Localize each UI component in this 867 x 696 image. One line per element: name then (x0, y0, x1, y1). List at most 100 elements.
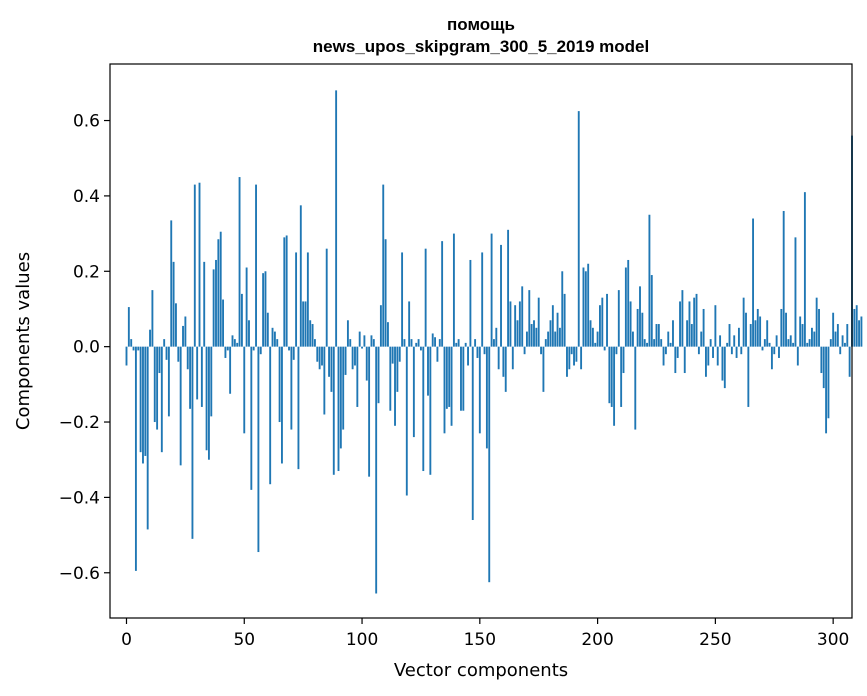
bar-226 (657, 324, 660, 347)
bar-57 (259, 346, 262, 355)
bar-31 (198, 182, 201, 347)
bar-11 (151, 290, 154, 347)
bar-298 (827, 346, 830, 419)
bar-267 (754, 320, 757, 347)
bar-98 (356, 346, 359, 407)
bar-126 (422, 346, 425, 472)
y-tick-label-5: 0.4 (73, 187, 100, 207)
bar-152 (483, 346, 486, 355)
bar-19 (170, 220, 173, 347)
y-tick-label-0: −0.6 (59, 564, 100, 584)
bar-169 (523, 346, 526, 355)
bar-0 (125, 346, 128, 366)
bar-164 (511, 346, 514, 370)
bar-230 (667, 331, 670, 347)
bar-94 (346, 320, 349, 347)
bar-136 (445, 346, 448, 409)
bar-253 (721, 346, 724, 381)
bar-210 (620, 346, 623, 407)
bar-260 (737, 327, 740, 347)
bar-196 (587, 263, 590, 347)
bar-138 (450, 346, 453, 426)
bar-33 (203, 261, 206, 347)
bar-265 (749, 324, 752, 347)
bar-120 (408, 301, 411, 347)
bar-43 (226, 346, 229, 351)
bar-263 (745, 312, 747, 347)
x-axis-label: Vector components (394, 660, 568, 681)
bar-22 (177, 346, 180, 362)
bar-79 (311, 324, 314, 347)
bar-141 (457, 339, 460, 347)
bar-70 (290, 346, 293, 430)
bar-309 (853, 308, 856, 347)
bar-262 (742, 297, 745, 347)
bar-201 (599, 305, 601, 347)
chart-title: помощь (447, 15, 515, 34)
bar-245 (702, 308, 705, 347)
bar-85 (325, 248, 328, 347)
bar-218 (639, 286, 641, 347)
bar-277 (778, 346, 780, 358)
bar-53 (250, 346, 253, 490)
bar-44 (229, 346, 232, 394)
bar-119 (405, 346, 408, 496)
bar-249 (712, 346, 714, 358)
bar-244 (700, 331, 703, 347)
bar-182 (554, 331, 557, 347)
bar-130 (431, 333, 434, 347)
bar-197 (589, 320, 592, 347)
bar-264 (747, 346, 750, 407)
bar-84 (323, 346, 326, 415)
bar-160 (502, 346, 505, 377)
bar-5 (137, 346, 140, 351)
bar-228 (662, 346, 665, 366)
bar-59 (264, 271, 267, 347)
bar-233 (674, 346, 677, 374)
bar-8 (144, 346, 147, 456)
bar-45 (231, 335, 234, 347)
y-axis-label: Components values (13, 252, 34, 430)
bar-86 (328, 346, 330, 377)
bar-148 (474, 339, 477, 347)
bar-287 (801, 324, 804, 347)
bar-61 (269, 346, 272, 485)
bar-312 (860, 316, 863, 347)
bar-30 (196, 346, 199, 400)
bar-80 (313, 339, 316, 347)
bar-203 (603, 346, 606, 351)
bar-75 (302, 301, 305, 347)
bar-139 (452, 233, 455, 347)
bar-46 (233, 339, 236, 347)
bar-35 (207, 346, 210, 460)
bar-145 (467, 346, 469, 366)
bar-149 (476, 346, 479, 358)
bar-276 (775, 335, 778, 347)
bar-214 (629, 301, 632, 347)
bar-238 (686, 320, 689, 347)
bar-116 (398, 346, 401, 362)
bar-25 (184, 316, 187, 347)
bar-34 (205, 346, 208, 451)
bar-303 (839, 346, 842, 355)
x-tick-label-5: 250 (699, 630, 731, 650)
bar-172 (530, 324, 533, 347)
bar-217 (636, 308, 639, 347)
bar-229 (664, 346, 667, 355)
bar-296 (822, 346, 825, 389)
bar-158 (497, 346, 500, 370)
bar-310 (855, 305, 858, 347)
x-tick-label-4: 200 (581, 630, 613, 650)
bar-143 (462, 346, 465, 411)
bar-65 (278, 346, 281, 423)
bar-54 (252, 346, 255, 351)
bar-89 (335, 90, 338, 347)
bar-176 (540, 346, 542, 355)
bar-4 (134, 346, 137, 571)
bar-297 (825, 346, 828, 434)
bar-241 (693, 297, 696, 347)
bar-21 (175, 303, 177, 347)
bar-284 (794, 237, 797, 347)
bar-135 (443, 346, 446, 434)
bar-170 (525, 331, 528, 347)
